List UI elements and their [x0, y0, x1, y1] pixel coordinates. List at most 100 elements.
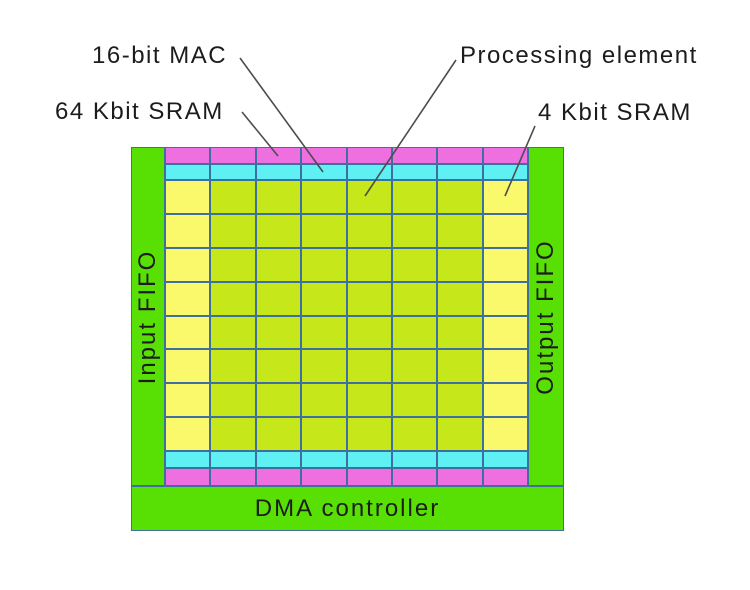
cell-sram4: [165, 247, 211, 282]
cell-mac: [482, 164, 528, 180]
cell-sram4: [165, 383, 211, 418]
output-fifo-block: Output FIFO: [528, 147, 564, 486]
cell-mac: [482, 451, 528, 468]
cell-sram4: [482, 213, 528, 248]
cell-pe: [346, 383, 392, 418]
cell-sram4: [482, 247, 528, 282]
cell-pe: [301, 349, 347, 384]
cell-sram64: [391, 147, 438, 164]
cell-sram64: [346, 147, 392, 164]
cell-sram64: [482, 147, 528, 164]
pe-array-grid: [165, 147, 528, 486]
cell-sram4: [482, 315, 528, 350]
cell-sram64: [165, 468, 211, 486]
cell-mac: [301, 164, 347, 180]
output-fifo-label: Output FIFO: [532, 238, 559, 395]
cell-sram64: [165, 147, 211, 164]
cell-sram64: [437, 468, 483, 486]
cell-pe: [255, 315, 302, 350]
cell-sram4: [165, 349, 211, 384]
cell-pe: [437, 315, 483, 350]
cell-pe: [210, 281, 256, 316]
cell-pe: [255, 383, 302, 418]
cell-sram4: [482, 349, 528, 384]
cell-pe: [210, 417, 256, 451]
cell-sram4: [165, 281, 211, 316]
cell-mac: [437, 451, 483, 468]
cell-sram64: [482, 468, 528, 486]
cell-pe: [346, 417, 392, 451]
cell-pe: [301, 281, 347, 316]
cell-pe: [346, 247, 392, 282]
cell-sram64: [346, 468, 392, 486]
cell-sram4: [165, 213, 211, 248]
cell-pe: [301, 180, 347, 214]
cell-mac: [437, 164, 483, 180]
cell-pe: [210, 349, 256, 384]
cell-mac: [255, 451, 302, 468]
cell-sram64: [210, 468, 256, 486]
cell-sram64: [255, 147, 302, 164]
cell-pe: [346, 349, 392, 384]
cell-sram4: [165, 315, 211, 350]
cell-pe: [391, 180, 438, 214]
cell-sram4: [165, 417, 211, 451]
cell-mac: [165, 164, 211, 180]
cell-pe: [255, 213, 302, 248]
cell-sram4: [482, 281, 528, 316]
cell-pe: [301, 417, 347, 451]
cell-mac: [391, 451, 438, 468]
cell-sram64: [301, 147, 347, 164]
cell-pe: [301, 383, 347, 418]
cell-pe: [255, 417, 302, 451]
cell-sram64: [255, 468, 302, 486]
cell-sram4: [482, 180, 528, 214]
cell-mac: [346, 164, 392, 180]
cell-pe: [391, 213, 438, 248]
cell-pe: [255, 349, 302, 384]
cell-mac: [301, 451, 347, 468]
cell-sram64: [391, 468, 438, 486]
cell-pe: [255, 180, 302, 214]
cell-sram64: [301, 468, 347, 486]
cell-pe: [301, 247, 347, 282]
cell-pe: [391, 417, 438, 451]
label-4kbit-sram: 4 Kbit SRAM: [538, 99, 692, 126]
cell-pe: [437, 417, 483, 451]
cell-mac: [391, 164, 438, 180]
cell-pe: [391, 383, 438, 418]
label-16bit-mac: 16-bit MAC: [92, 42, 228, 69]
cell-pe: [437, 247, 483, 282]
label-processing-element: Processing element: [460, 42, 698, 69]
cell-pe: [301, 213, 347, 248]
cell-pe: [391, 349, 438, 384]
cell-mac: [255, 164, 302, 180]
cell-pe: [437, 213, 483, 248]
cell-pe: [210, 213, 256, 248]
cell-pe: [210, 247, 256, 282]
cell-mac: [210, 164, 256, 180]
cell-sram64: [437, 147, 483, 164]
cell-pe: [391, 247, 438, 282]
dma-controller-block: DMA controller: [131, 486, 564, 531]
input-fifo-block: Input FIFO: [131, 147, 165, 486]
cell-pe: [255, 281, 302, 316]
cell-pe: [255, 247, 302, 282]
cell-mac: [210, 451, 256, 468]
cell-pe: [437, 180, 483, 214]
cell-pe: [346, 315, 392, 350]
cell-sram4: [165, 180, 211, 214]
cell-sram4: [482, 383, 528, 418]
label-64kbit-sram: 64 Kbit SRAM: [55, 98, 224, 125]
cell-pe: [437, 281, 483, 316]
cell-pe: [346, 180, 392, 214]
cell-pe: [301, 315, 347, 350]
cell-pe: [346, 213, 392, 248]
cell-pe: [210, 383, 256, 418]
cell-sram64: [210, 147, 256, 164]
cell-pe: [346, 281, 392, 316]
cell-pe: [391, 315, 438, 350]
cell-pe: [391, 281, 438, 316]
cell-pe: [210, 180, 256, 214]
